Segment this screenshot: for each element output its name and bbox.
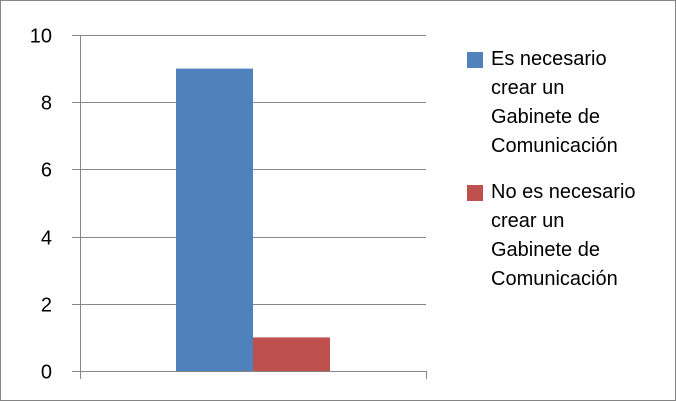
y-tick-labels: 0 2 4 6 8 10 <box>30 26 52 384</box>
y-tick-label-10: 10 <box>30 26 52 48</box>
bar-series-1 <box>176 68 253 371</box>
y-tick-label-6: 6 <box>41 160 52 182</box>
y-tick-label-8: 8 <box>41 93 52 115</box>
axes <box>72 35 427 379</box>
legend-swatch-2 <box>467 185 483 201</box>
y-tick-label-0: 0 <box>41 362 52 384</box>
legend-item-1: Es necesario crear un Gabinete de Comuni… <box>467 45 672 161</box>
bars <box>176 68 330 371</box>
legend: Es necesario crear un Gabinete de Comuni… <box>467 45 672 311</box>
legend-swatch-1 <box>467 52 483 68</box>
y-tick-label-2: 2 <box>41 295 52 317</box>
y-tick-label-4: 4 <box>41 228 52 250</box>
legend-label-2: No es necesario crear un Gabinete de Com… <box>491 181 636 290</box>
bar-series-2 <box>253 337 330 371</box>
legend-item-2: No es necesario crear un Gabinete de Com… <box>467 178 672 294</box>
legend-label-1: Es necesario crear un Gabinete de Comuni… <box>491 48 618 157</box>
